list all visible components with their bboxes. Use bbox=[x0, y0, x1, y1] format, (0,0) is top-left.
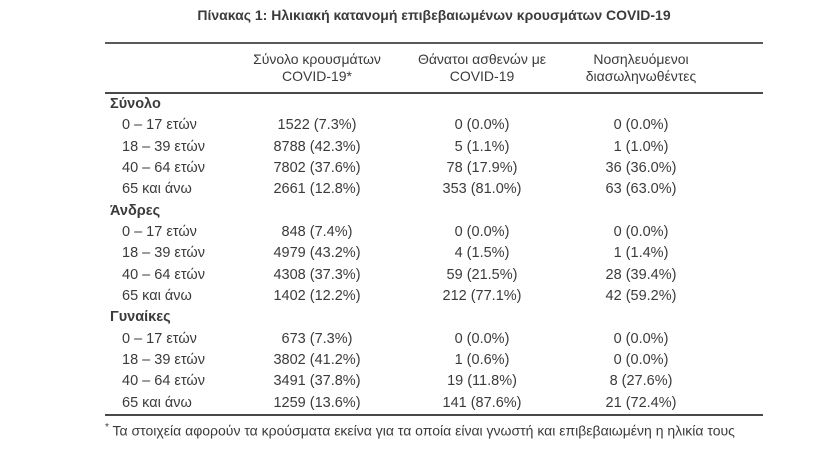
age-label: 65 και άνω bbox=[122, 287, 192, 304]
section-label: Γυναίκες bbox=[110, 309, 171, 326]
table-row: 18 – 39 ετών 4979 (43.2%) 4 (1.5%) 1 (1.… bbox=[105, 243, 763, 264]
footnote-text: Τα στοιχεία αφορούν τα κρούσματα εκείνα … bbox=[112, 422, 735, 439]
intubated-cell: 21 (72.4%) bbox=[605, 394, 677, 411]
intubated-cell: 0 (0.0%) bbox=[613, 351, 669, 368]
deaths-cell: 212 (77.1%) bbox=[442, 287, 522, 304]
deaths-cell: 141 (87.6%) bbox=[442, 394, 522, 411]
intubated-cell: 63 (63.0%) bbox=[605, 181, 677, 198]
intubated-cell: 36 (36.0%) bbox=[605, 159, 677, 176]
age-label: 65 και άνω bbox=[122, 394, 192, 411]
cases-cell: 8788 (42.3%) bbox=[273, 138, 361, 155]
intubated-cell: 0 (0.0%) bbox=[613, 223, 669, 240]
age-label: 40 – 64 ετών bbox=[122, 159, 205, 176]
age-label: 0 – 17 ετών bbox=[122, 223, 197, 240]
col-header-line: COVID-19 bbox=[449, 68, 515, 84]
deaths-cell: 0 (0.0%) bbox=[454, 117, 510, 134]
age-label: 0 – 17 ετών bbox=[122, 117, 197, 134]
section-header-women: Γυναίκες bbox=[105, 307, 763, 328]
age-label: 40 – 64 ετών bbox=[122, 373, 205, 390]
col-header-line: Νοσηλευόμενοι bbox=[593, 51, 689, 67]
cases-cell: 1522 (7.3%) bbox=[277, 117, 357, 134]
age-label: 18 – 39 ετών bbox=[122, 138, 205, 155]
intubated-cell: 42 (59.2%) bbox=[605, 287, 677, 304]
section-label: Άνδρες bbox=[110, 202, 161, 219]
section-label: Σύνολο bbox=[110, 96, 161, 112]
deaths-cell: 19 (11.8%) bbox=[447, 373, 517, 390]
deaths-cell: 4 (1.5%) bbox=[454, 245, 510, 262]
deaths-cell: 0 (0.0%) bbox=[454, 223, 510, 240]
table-header-rule bbox=[105, 92, 763, 94]
table-row: 40 – 64 ετών 7802 (37.6%) 78 (17.9%) 36 … bbox=[105, 158, 763, 179]
deaths-cell: 78 (17.9%) bbox=[446, 159, 518, 176]
table-row: 0 – 17 ετών 1522 (7.3%) 0 (0.0%) 0 (0.0%… bbox=[105, 115, 763, 136]
cases-cell: 2661 (12.8%) bbox=[273, 181, 361, 198]
col-header-line: COVID-19* bbox=[281, 68, 353, 84]
age-label: 65 και άνω bbox=[122, 181, 192, 198]
deaths-cell: 59 (21.5%) bbox=[446, 266, 518, 283]
table-header-row: Σύνολο κρουσμάτων COVID-19* Θάνατοι ασθε… bbox=[105, 44, 763, 92]
age-label: 0 – 17 ετών bbox=[122, 330, 197, 347]
cases-cell: 7802 (37.6%) bbox=[273, 159, 361, 176]
intubated-cell: 28 (39.4%) bbox=[605, 266, 677, 283]
intubated-cell: 0 (0.0%) bbox=[613, 117, 669, 134]
col-header-line: διασωληνωθέντες bbox=[585, 68, 697, 84]
intubated-cell: 1 (1.0%) bbox=[613, 138, 669, 155]
table-row: 0 – 17 ετών 673 (7.3%) 0 (0.0%) 0 (0.0%) bbox=[105, 329, 763, 350]
covid-age-table: Πίνακας 1: Ηλικιακή κατανομή επιβεβαιωμέ… bbox=[105, 0, 763, 440]
cases-cell: 3802 (41.2%) bbox=[273, 351, 361, 368]
cases-cell: 673 (7.3%) bbox=[281, 330, 353, 347]
col-header-line: Σύνολο κρουσμάτων bbox=[253, 51, 381, 67]
deaths-cell: 0 (0.0%) bbox=[454, 330, 510, 347]
age-label: 40 – 64 ετών bbox=[122, 266, 205, 283]
table-top-rule bbox=[105, 42, 763, 44]
cases-cell: 4308 (37.3%) bbox=[273, 266, 361, 283]
footnote-asterisk: * bbox=[105, 421, 109, 433]
cases-cell: 1402 (12.2%) bbox=[273, 287, 361, 304]
table-bottom-rule bbox=[105, 413, 763, 416]
section-header-men: Άνδρες bbox=[105, 201, 763, 222]
col-header-intubated: Νοσηλευόμενοι διασωληνωθέντες bbox=[559, 51, 723, 85]
age-label: 18 – 39 ετών bbox=[122, 245, 205, 262]
intubated-cell: 0 (0.0%) bbox=[613, 330, 669, 347]
cases-cell: 3491 (37.8%) bbox=[273, 373, 361, 390]
col-header-line: Θάνατοι ασθενών με bbox=[417, 51, 547, 67]
table-row: 18 – 39 ετών 8788 (42.3%) 5 (1.1%) 1 (1.… bbox=[105, 137, 763, 158]
cases-cell: 4979 (43.2%) bbox=[273, 245, 361, 262]
table-row: 65 και άνω 2661 (12.8%) 353 (81.0%) 63 (… bbox=[105, 179, 763, 200]
deaths-cell: 353 (81.0%) bbox=[442, 181, 522, 198]
cases-cell: 848 (7.4%) bbox=[281, 223, 353, 240]
col-header-cases: Σύνολο κρουσμάτων COVID-19* bbox=[229, 51, 405, 85]
deaths-cell: 1 (0.6%) bbox=[454, 351, 510, 368]
cases-cell: 1259 (13.6%) bbox=[273, 394, 361, 411]
age-label: 18 – 39 ετών bbox=[122, 351, 205, 368]
table-title: Πίνακας 1: Ηλικιακή κατανομή επιβεβαιωμέ… bbox=[197, 7, 671, 23]
table-row: 0 – 17 ετών 848 (7.4%) 0 (0.0%) 0 (0.0%) bbox=[105, 222, 763, 243]
col-header-deaths: Θάνατοι ασθενών με COVID-19 bbox=[405, 51, 559, 85]
table-row: 40 – 64 ετών 4308 (37.3%) 59 (21.5%) 28 … bbox=[105, 265, 763, 286]
table-row: 65 και άνω 1259 (13.6%) 141 (87.6%) 21 (… bbox=[105, 393, 763, 414]
intubated-cell: 1 (1.4%) bbox=[613, 245, 669, 262]
section-header-total: Σύνολο bbox=[105, 94, 763, 115]
intubated-cell: 8 (27.6%) bbox=[609, 373, 673, 390]
deaths-cell: 5 (1.1%) bbox=[454, 138, 510, 155]
table-row: 18 – 39 ετών 3802 (41.2%) 1 (0.6%) 0 (0.… bbox=[105, 350, 763, 371]
footnote: * Τα στοιχεία αφορούν τα κρούσματα εκείν… bbox=[105, 419, 763, 440]
table-row: 40 – 64 ετών 3491 (37.8%) 19 (11.8%) 8 (… bbox=[105, 371, 763, 392]
table-row: 65 και άνω 1402 (12.2%) 212 (77.1%) 42 (… bbox=[105, 286, 763, 307]
